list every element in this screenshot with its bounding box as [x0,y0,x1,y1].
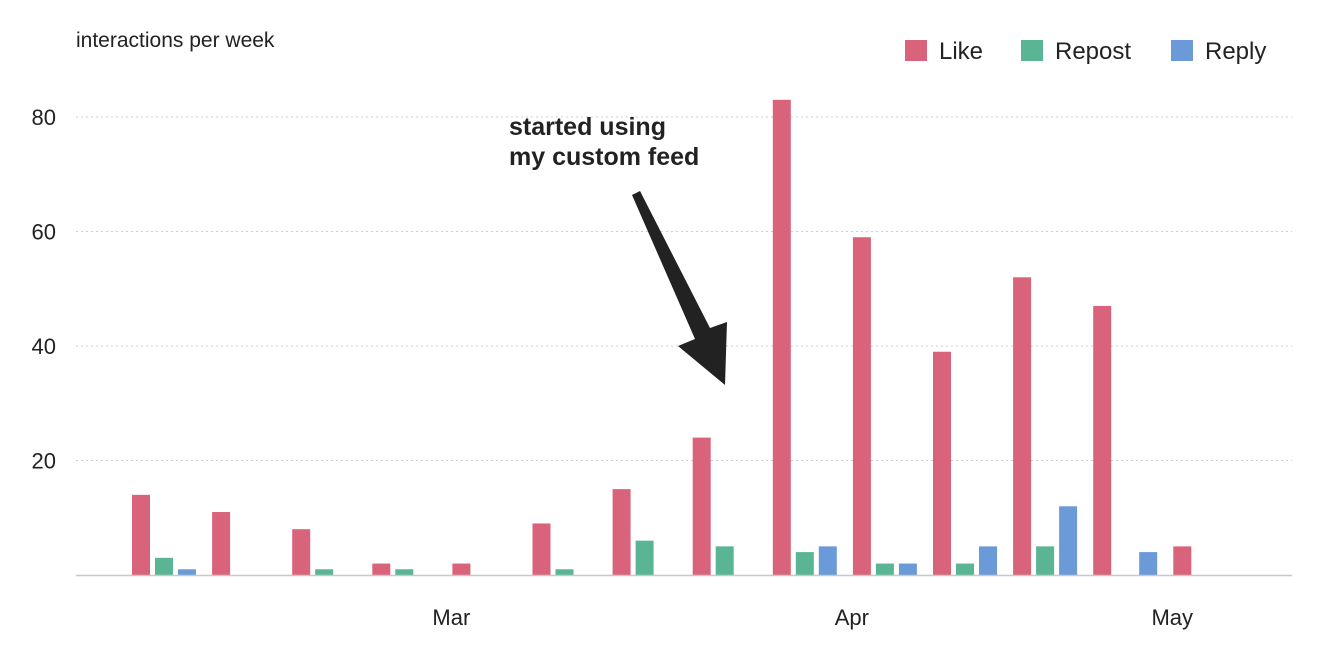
y-axis-ticks: 20 40 60 80 [32,105,56,474]
y-axis-label: interactions per week [76,29,275,52]
bar-like [212,512,231,575]
y-tick-label: 40 [32,334,56,359]
bar-like [1173,546,1192,575]
bar-reply [979,546,997,575]
x-tick-label: May [1151,605,1193,630]
legend: Like Repost Reply [905,38,1266,65]
bar-like [933,351,951,575]
x-tick-label: Mar [432,605,470,630]
bar-repost [956,563,974,575]
bars [132,99,1192,575]
bar-reply [898,563,917,575]
bar-reply [1139,552,1158,575]
legend-swatch-like [905,40,927,61]
bar-like [372,563,391,575]
y-tick-label: 60 [32,220,56,245]
annotation-arrow-icon [632,191,727,385]
legend-swatch-repost [1021,40,1043,61]
legend-label-like: Like [939,38,983,65]
bar-repost [555,569,574,575]
x-axis-ticks: Mar Apr May [432,605,1193,630]
bar-like [1093,305,1112,575]
annotation: started using my custom feed [509,113,727,385]
bar-like [1013,277,1032,575]
bar-like [692,437,711,575]
y-tick-label: 20 [32,449,56,474]
bar-repost [395,569,414,575]
legend-label-repost: Repost [1055,38,1131,65]
bar-repost [635,540,654,575]
bar-repost [795,552,814,575]
bar-like [852,237,871,575]
legend-label-reply: Reply [1205,38,1266,65]
bar-reply [1059,506,1078,575]
bar-repost [1036,546,1055,575]
bar-reply [178,569,196,575]
bar-repost [875,563,894,575]
bar-like [452,563,471,575]
bar-reply [818,546,837,575]
x-tick-label: Apr [835,605,869,630]
annotation-line-2: my custom feed [509,143,699,171]
bar-like [292,529,311,575]
annotation-line-1: started using [509,113,666,141]
legend-swatch-reply [1171,40,1193,61]
bar-repost [155,557,173,575]
bar-like [532,523,551,575]
bar-like [772,99,791,575]
bar-repost [715,546,734,575]
bar-like [612,489,631,575]
bar-like [132,494,150,575]
y-tick-label: 80 [32,105,56,130]
bar-repost [315,569,334,575]
